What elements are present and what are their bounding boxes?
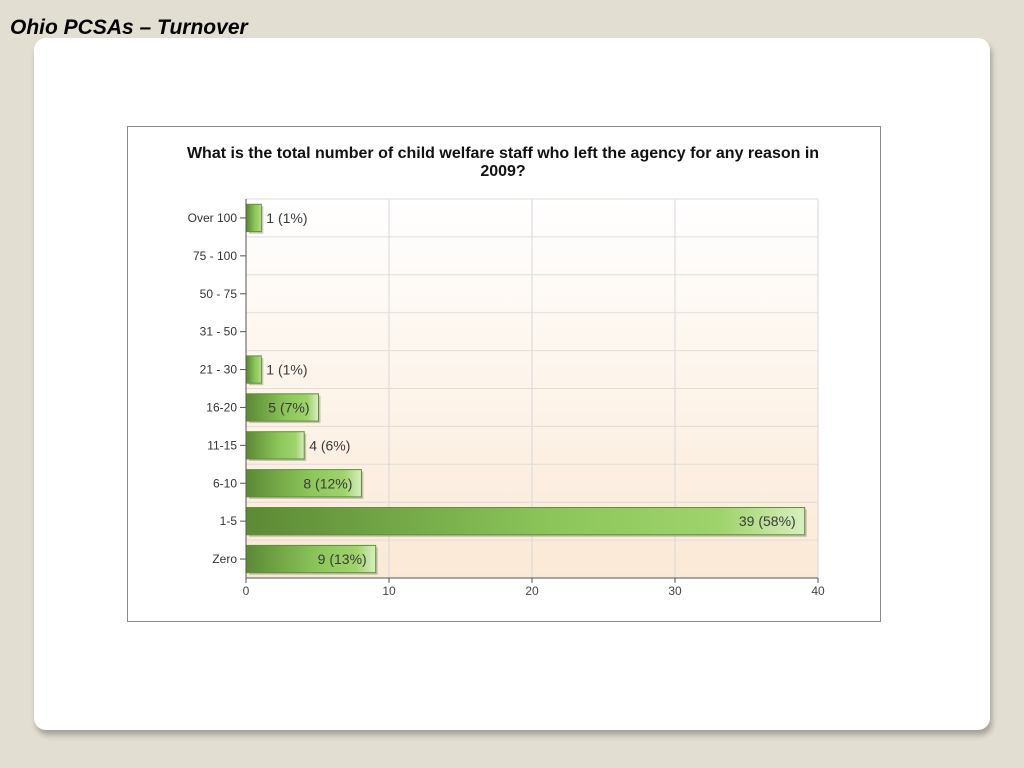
x-tick-label: 30 [668, 584, 682, 598]
data-label: 9 (13%) [318, 551, 367, 567]
category-label: 6-10 [213, 476, 237, 490]
data-label: 5 (7%) [268, 399, 309, 415]
chart-frame: What is the total number of child welfar… [127, 126, 881, 622]
data-label: 1 (1%) [266, 210, 307, 226]
bar [246, 393, 319, 422]
category-label: Over 100 [188, 211, 238, 225]
slide-title: Ohio PCSAs – Turnover [10, 16, 248, 39]
category-label: 50 - 75 [200, 287, 238, 301]
category-label: Zero [212, 552, 237, 566]
bar-chart: 0 10 20 30 40 Over 100 1 (1%) 75 - 100 50 - 75 31… [188, 198, 825, 598]
x-tick-label: 40 [811, 584, 825, 598]
x-tick-label: 10 [382, 584, 396, 598]
x-tick-label: 0 [243, 584, 250, 598]
bar [246, 469, 362, 498]
category-label: 75 - 100 [193, 249, 237, 263]
category-label: 11-15 [207, 438, 237, 452]
bar [246, 431, 305, 460]
data-label: 4 (6%) [309, 437, 350, 453]
x-tick-label: 20 [525, 584, 539, 598]
data-label: 39 (58%) [739, 513, 796, 529]
category-label: 31 - 50 [200, 325, 238, 339]
bar [246, 544, 377, 574]
category-label: 16-20 [206, 400, 237, 414]
data-label: 8 (12%) [303, 475, 352, 491]
bar [246, 507, 806, 536]
chart-title: What is the total number of child welfar… [186, 145, 820, 180]
data-label: 1 (1%) [266, 362, 307, 378]
bar [246, 203, 262, 233]
category-label: 1-5 [220, 514, 238, 528]
category-label: 21 - 30 [200, 363, 238, 377]
bar [246, 355, 262, 384]
